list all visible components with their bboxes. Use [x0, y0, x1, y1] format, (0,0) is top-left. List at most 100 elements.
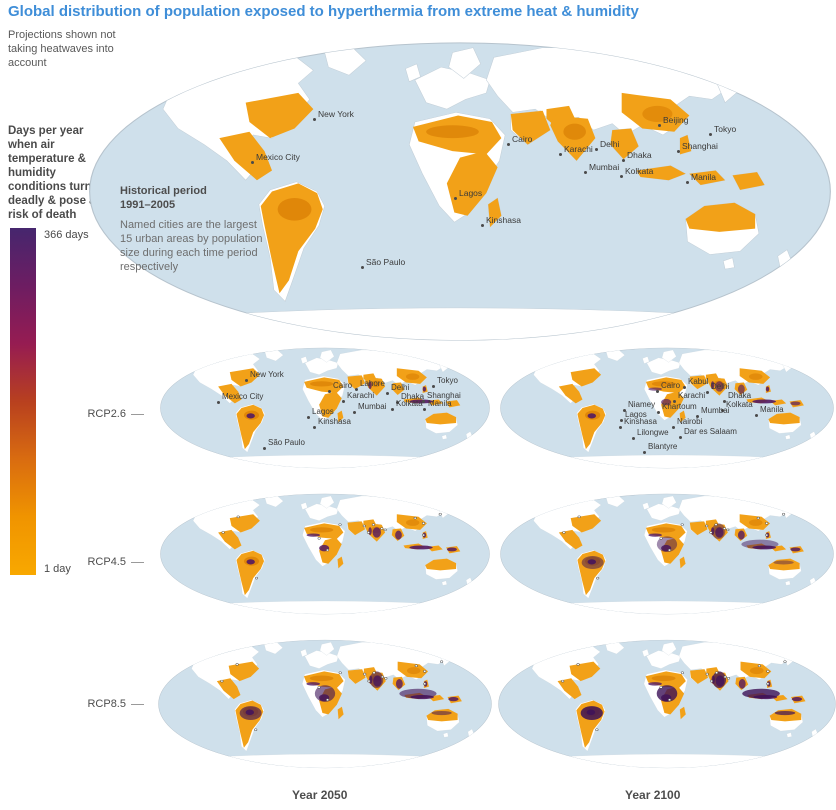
city-dot	[396, 401, 399, 404]
city-label: Kinshasa	[624, 417, 657, 426]
row-label-rcp26: RCP2.6	[58, 408, 144, 420]
map-historical-1991-2005: Historical period 1991–2005 Named cities…	[84, 38, 836, 345]
city-dot	[677, 150, 680, 153]
city-label: Lagos	[312, 407, 334, 416]
city-label: Shanghai	[427, 391, 461, 400]
city-dot	[313, 118, 316, 121]
city-dot	[353, 411, 356, 414]
city-dot	[658, 124, 661, 127]
city-dot	[454, 197, 457, 200]
city-dot	[721, 409, 724, 412]
legend-title: Days per year when air temperature & hum…	[8, 125, 96, 222]
map-rcp45-2050	[158, 492, 492, 616]
city-label: Delhi	[600, 139, 620, 149]
city-dot	[559, 153, 562, 156]
city-dot	[679, 436, 682, 439]
city-label: Delhi	[391, 383, 410, 392]
city-label: New York	[318, 109, 354, 119]
city-label: Kolkata	[625, 166, 654, 176]
city-dot	[683, 386, 686, 389]
city-dot	[342, 400, 345, 403]
city-label: Karachi	[678, 391, 706, 400]
city-dot	[386, 392, 389, 395]
city-dot	[432, 385, 435, 388]
historical-period-note: Historical period 1991–2005 Named cities…	[120, 184, 272, 274]
city-label: Delhi	[711, 382, 730, 391]
city-dot	[391, 408, 394, 411]
city-label: Beijing	[663, 115, 689, 125]
city-label: Shanghai	[682, 141, 718, 151]
city-dot	[584, 171, 587, 174]
city-dot	[619, 426, 622, 429]
city-label: Cairo	[333, 381, 353, 390]
city-label: Karachi	[564, 144, 593, 154]
city-label: Niamey	[628, 400, 656, 409]
city-label: Kolkata	[396, 399, 423, 408]
map-rcp26-2100: Cairo Kabul Delhi Karachi Dhaka Niamey Khartou…	[498, 346, 836, 470]
city-dot	[307, 416, 310, 419]
city-label: Cairo	[512, 134, 533, 144]
city-dot	[673, 400, 676, 403]
city-label: Lagos	[625, 410, 647, 419]
city-label: São Paulo	[366, 257, 406, 267]
city-dot	[328, 390, 331, 393]
city-label: Mumbai	[589, 162, 620, 172]
city-label: Mumbai	[701, 406, 730, 415]
map-rcp45-2100	[498, 492, 836, 616]
city-dot	[251, 161, 254, 164]
city-dot	[632, 437, 635, 440]
col-label-year-2050: Year 2050	[292, 788, 348, 802]
city-dot	[706, 391, 709, 394]
city-dot	[507, 143, 510, 146]
city-label: Manila	[760, 405, 784, 414]
city-label: Dar es Salaam	[684, 427, 737, 436]
city-label: Kabul	[688, 377, 709, 386]
city-label: New York	[250, 370, 284, 379]
subtitle-note: Projections shown not taking heatwaves i…	[8, 29, 116, 69]
city-dot	[696, 415, 699, 418]
city-label: Mexico City	[256, 152, 300, 162]
legend-max-label: 366 days	[44, 229, 89, 241]
city-label: Kinshasa	[486, 215, 521, 225]
city-dot	[709, 133, 712, 136]
city-label: Lagos	[459, 188, 483, 198]
city-dot	[423, 408, 426, 411]
city-label: Dhaka	[401, 392, 425, 401]
city-dot	[361, 266, 364, 269]
city-dot	[422, 400, 425, 403]
city-dot	[313, 426, 316, 429]
city-label: Dhaka	[627, 150, 652, 160]
city-dot	[623, 409, 626, 412]
city-label: Mumbai	[358, 402, 387, 411]
city-dot	[620, 419, 623, 422]
city-label: Kolkata	[726, 400, 753, 409]
map-rcp85-2100	[496, 638, 836, 770]
city-dot	[643, 451, 646, 454]
city-label: Lilongwe	[637, 428, 669, 437]
city-dot	[620, 175, 623, 178]
map-rcp26-2050: New York Mexico City Cairo Lahore Delhi Tokyo…	[158, 346, 492, 470]
city-dot	[355, 388, 358, 391]
row-label-rcp45: RCP4.5	[58, 556, 144, 568]
named-cities-note: Named cities are the largest 15 urban ar…	[120, 219, 263, 274]
city-label: Kinshasa	[318, 417, 351, 426]
city-dot	[245, 379, 248, 382]
city-dot	[263, 447, 266, 450]
city-dot	[481, 224, 484, 227]
city-label: Tokyo	[437, 376, 458, 385]
city-dot	[217, 401, 220, 404]
city-label: Manila	[691, 172, 717, 182]
city-dot	[755, 414, 758, 417]
city-label: São Paulo	[268, 438, 305, 447]
city-label: Khartoum	[662, 402, 697, 411]
city-dot	[595, 148, 598, 151]
city-label: Nairobi	[677, 417, 703, 426]
col-label-year-2100: Year 2100	[625, 788, 681, 802]
period-title: Historical period	[120, 185, 207, 197]
city-dot	[656, 390, 659, 393]
city-label: Dhaka	[728, 391, 752, 400]
period-range: 1991–2005	[120, 199, 176, 212]
legend-colorbar	[10, 228, 36, 575]
city-label: Manila	[428, 399, 452, 408]
